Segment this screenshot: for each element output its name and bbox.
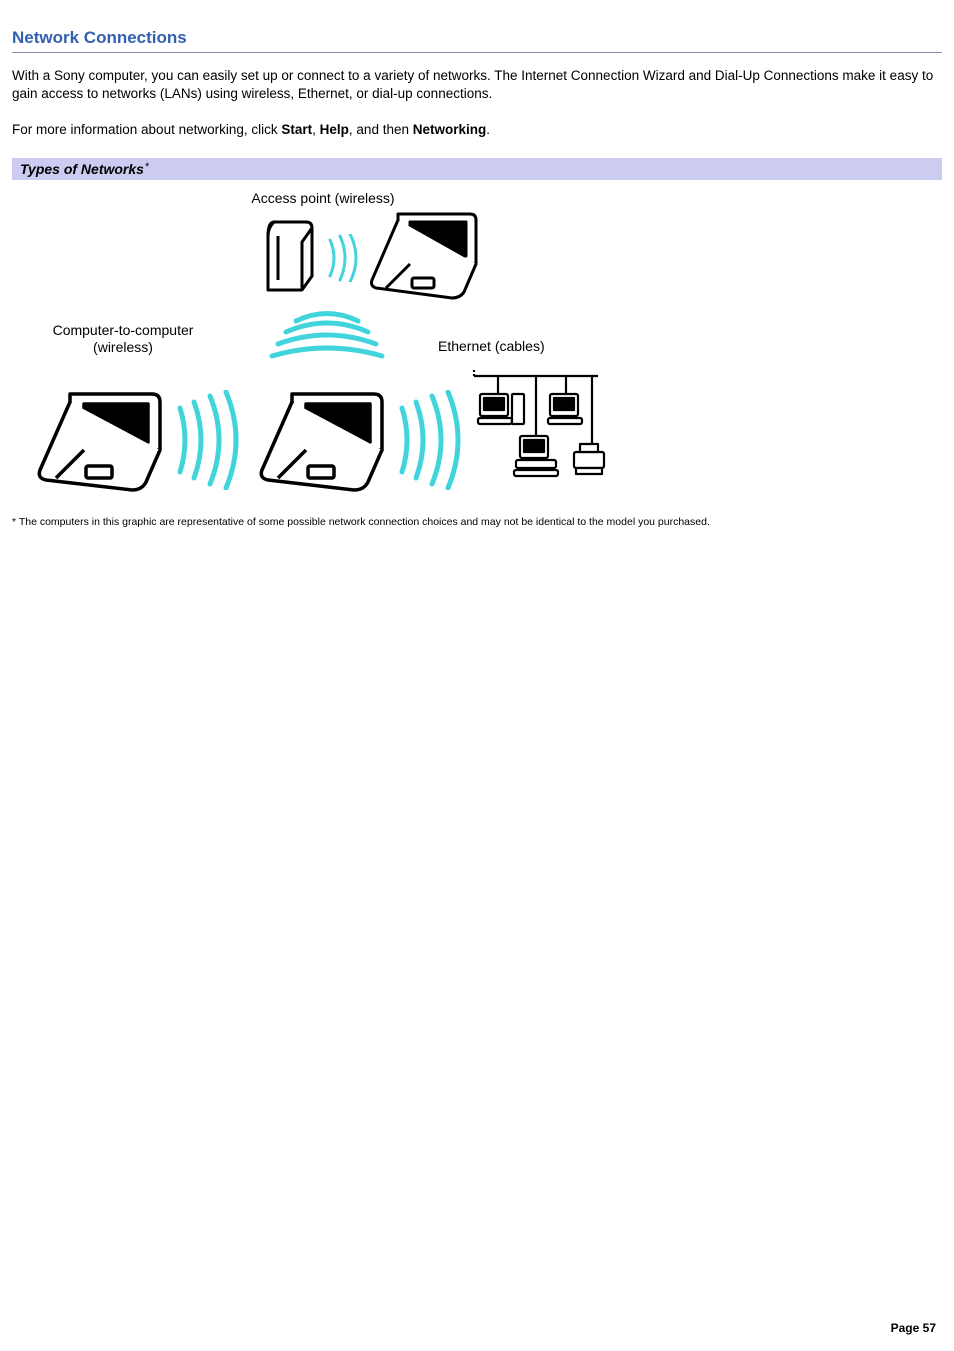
- wireless-waves-big-icon: [262, 310, 392, 371]
- instr-mid1: ,: [312, 122, 320, 137]
- label-c2c: Computer-to-computer (wireless): [28, 322, 218, 357]
- laptop-left-icon: [34, 390, 168, 499]
- page-number: Page 57: [891, 1321, 936, 1335]
- start-bold: Start: [281, 122, 312, 137]
- label-access-point: Access point (wireless): [213, 190, 433, 206]
- label-c2c-line2: (wireless): [93, 339, 153, 355]
- label-c2c-line1: Computer-to-computer: [53, 322, 194, 338]
- laptop-top-icon: [366, 210, 486, 307]
- wireless-waves-right-icon: [394, 390, 470, 495]
- instr-pre: For more information about networking, c…: [12, 122, 281, 137]
- networking-bold: Networking: [413, 122, 487, 137]
- instr-mid2: , and then: [349, 122, 413, 137]
- instruction-paragraph: For more information about networking, c…: [12, 121, 942, 139]
- intro-paragraph: With a Sony computer, you can easily set…: [12, 67, 942, 103]
- instr-post: .: [486, 122, 490, 137]
- page-title: Network Connections: [12, 28, 942, 50]
- footnote-text: * The computers in this graphic are repr…: [12, 516, 942, 528]
- title-underline: [12, 52, 942, 53]
- router-icon: [256, 216, 326, 305]
- subheader-asterisk: *: [145, 161, 149, 173]
- laptop-mid-icon: [256, 390, 390, 499]
- label-ethernet: Ethernet (cables): [438, 338, 598, 354]
- network-types-diagram: Access point (wireless) Computer-to-comp…: [18, 190, 618, 510]
- wireless-waves-small-icon: [324, 234, 364, 287]
- ethernet-network-icon: [468, 366, 608, 501]
- wireless-waves-left-icon: [172, 390, 248, 495]
- subheader-text: Types of Networks: [20, 161, 144, 177]
- subheader-bar: Types of Networks*: [12, 158, 942, 180]
- help-bold: Help: [320, 122, 349, 137]
